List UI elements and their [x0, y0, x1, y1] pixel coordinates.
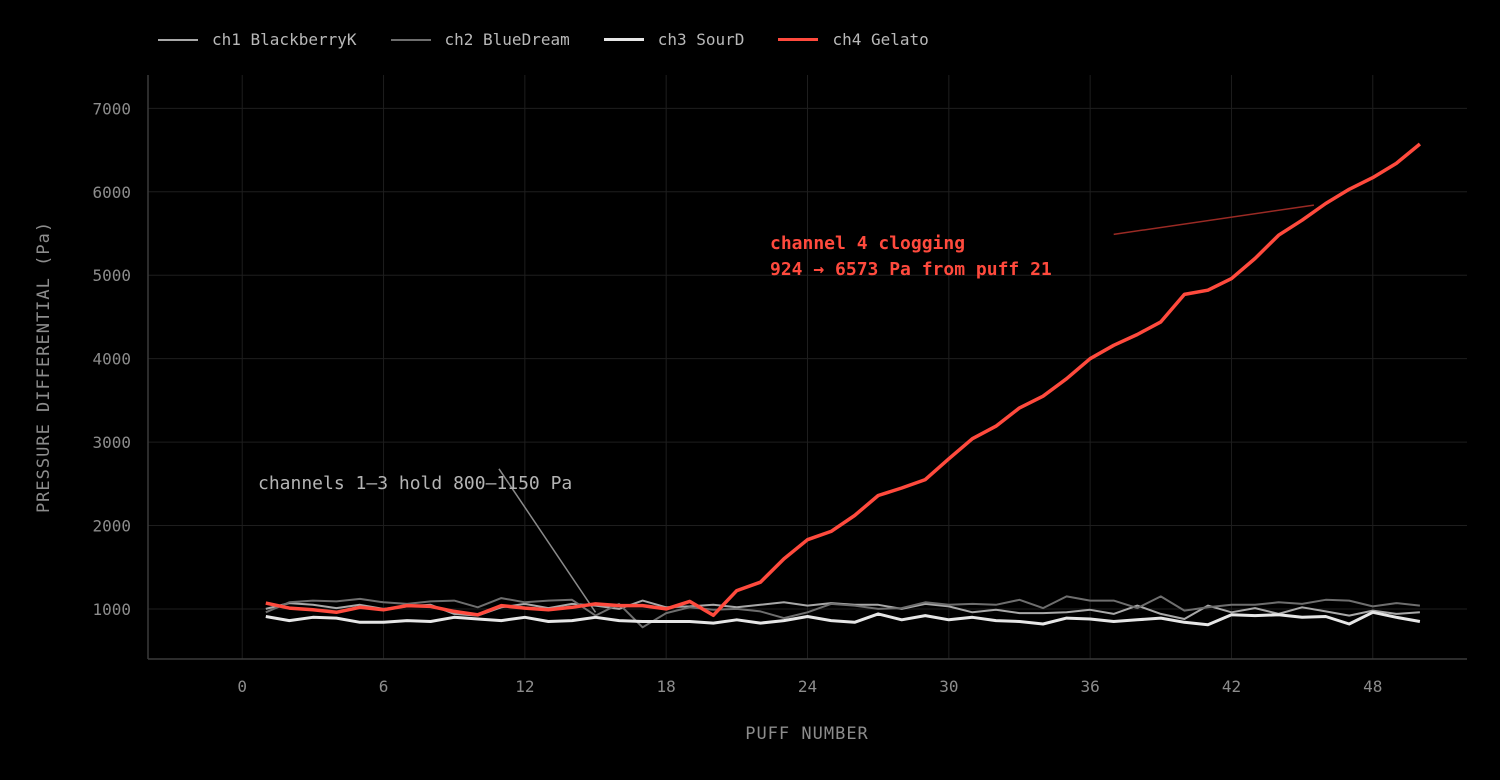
x-tick-label: 24 — [798, 677, 817, 696]
x-tick-label: 42 — [1222, 677, 1241, 696]
y-axis-title: PRESSURE DIFFERENTIAL (Pa) — [34, 220, 54, 514]
legend-label: ch4 Gelato — [832, 30, 929, 49]
annotation-stable-channels: channels 1–3 hold 800–1150 Pa — [258, 473, 573, 494]
x-tick-label: 48 — [1363, 677, 1382, 696]
legend-item-ch2: ch2 BlueDream — [390, 30, 570, 49]
legend-label: ch3 SourD — [657, 30, 745, 49]
annotation-clogging-line1: channel 4 clogging — [770, 233, 966, 254]
legend-swatch — [603, 38, 644, 41]
annotation-leaders — [498, 204, 1315, 613]
x-axis-title: PUFF NUMBER — [745, 724, 869, 744]
series-lines — [265, 142, 1422, 629]
x-tick-label: 30 — [939, 677, 958, 696]
axes — [147, 75, 1467, 660]
y-tick-label: 5000 — [92, 266, 131, 285]
y-tick-label: 7000 — [92, 99, 131, 118]
legend-swatch — [778, 38, 819, 41]
x-tick-label: 6 — [379, 677, 389, 696]
y-tick-label: 1000 — [92, 600, 131, 619]
annotation-clogging: channel 4 clogging 924 → 6573 Pa from pu… — [770, 231, 1052, 283]
x-tick-label: 18 — [657, 677, 676, 696]
x-tick-label: 0 — [237, 677, 247, 696]
legend-item-ch4: ch4 Gelato — [778, 30, 929, 49]
series-line-ch3 — [265, 610, 1421, 627]
x-tick-label: 36 — [1081, 677, 1100, 696]
legend: ch1 BlackberryK ch2 BlueDream ch3 SourD ch4… — [158, 30, 963, 49]
grid-lines — [148, 75, 1467, 659]
annotation-leader-line — [498, 468, 597, 613]
y-tick-label: 2000 — [92, 517, 131, 536]
series-line-ch4 — [265, 142, 1422, 618]
x-tick-label: 12 — [515, 677, 534, 696]
y-tick-label: 3000 — [92, 433, 131, 452]
legend-swatch — [158, 38, 198, 41]
series-line-ch2 — [265, 595, 1421, 629]
y-tick-label: 4000 — [92, 350, 131, 369]
legend-item-ch3: ch3 SourD — [603, 30, 745, 49]
y-tick-label: 6000 — [92, 183, 131, 202]
legend-label: ch2 BlueDream — [444, 30, 570, 49]
tick-labels: 0 6 12 18 24 30 36 42 48 1000 2000 3000 4000 5000 6000… — [92, 99, 1382, 696]
legend-swatch — [390, 38, 431, 41]
legend-label: ch1 BlackberryK — [212, 30, 357, 49]
legend-item-ch1: ch1 BlackberryK — [158, 30, 357, 49]
annotation-clogging-line2: 924 → 6573 Pa from puff 21 — [770, 259, 1052, 280]
annotation-leader-line — [1113, 204, 1315, 236]
